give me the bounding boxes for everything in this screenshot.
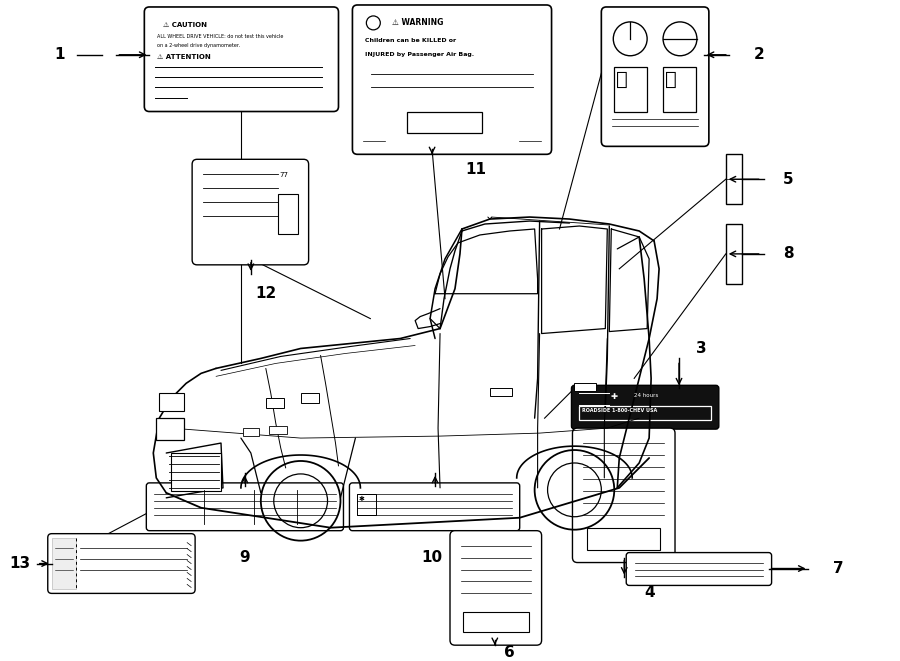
Text: Children can be KILLED or: Children can be KILLED or: [365, 38, 456, 43]
Text: 2: 2: [753, 47, 764, 62]
Text: ⚿: ⚿: [616, 69, 628, 89]
Bar: [588, 527, 660, 549]
Bar: [725, 154, 742, 204]
FancyBboxPatch shape: [572, 385, 719, 429]
Bar: [463, 612, 528, 632]
Text: 11: 11: [465, 162, 486, 176]
Text: ⚠ ATTENTION: ⚠ ATTENTION: [158, 54, 211, 59]
Text: INJURED by Passenger Air Bag.: INJURED by Passenger Air Bag.: [365, 52, 474, 57]
Bar: [301, 393, 319, 403]
Text: ALL WHEEL DRIVE VEHICLE: do not test this vehicle: ALL WHEEL DRIVE VEHICLE: do not test thi…: [158, 34, 284, 39]
Text: ⚿: ⚿: [665, 69, 677, 89]
Text: on a 2-wheel drive dynamometer.: on a 2-wheel drive dynamometer.: [158, 43, 240, 48]
Bar: [278, 194, 298, 234]
FancyBboxPatch shape: [349, 483, 519, 531]
Text: ⚠ WARNING: ⚠ WARNING: [392, 18, 444, 27]
Bar: [725, 224, 742, 284]
Text: 8: 8: [783, 247, 794, 261]
Bar: [615, 67, 647, 112]
FancyBboxPatch shape: [48, 533, 195, 594]
Text: ⚠ CAUTION: ⚠ CAUTION: [163, 22, 207, 28]
Bar: [574, 383, 597, 391]
FancyBboxPatch shape: [353, 5, 552, 154]
Text: 10: 10: [421, 550, 443, 565]
FancyBboxPatch shape: [144, 7, 338, 112]
Bar: [269, 426, 287, 434]
Text: 9: 9: [239, 550, 250, 565]
Bar: [580, 407, 711, 420]
Text: 6: 6: [504, 644, 515, 660]
FancyBboxPatch shape: [601, 7, 709, 146]
Text: 4: 4: [644, 585, 654, 600]
FancyBboxPatch shape: [450, 531, 542, 645]
Text: ✚: ✚: [611, 392, 617, 401]
Bar: [266, 399, 284, 408]
Bar: [171, 453, 221, 491]
Bar: [407, 112, 482, 134]
Bar: [490, 388, 512, 396]
Text: 7: 7: [833, 561, 843, 576]
Text: ✱: ✱: [358, 496, 365, 502]
Bar: [157, 418, 184, 440]
Text: 3: 3: [696, 341, 706, 356]
FancyBboxPatch shape: [192, 159, 309, 265]
Bar: [663, 67, 696, 112]
Text: ROADSIDE 1-800-CHEV USA: ROADSIDE 1-800-CHEV USA: [582, 408, 658, 413]
FancyBboxPatch shape: [626, 553, 771, 586]
Text: 5: 5: [783, 172, 794, 186]
FancyBboxPatch shape: [147, 483, 344, 531]
Bar: [51, 537, 76, 590]
Text: 77: 77: [280, 173, 289, 178]
Text: 12: 12: [256, 286, 276, 301]
Text: 13: 13: [9, 556, 31, 571]
Bar: [243, 428, 259, 436]
Text: 24 hours: 24 hours: [634, 393, 659, 399]
Bar: [357, 494, 376, 515]
Text: 1: 1: [55, 47, 65, 62]
FancyBboxPatch shape: [572, 428, 675, 563]
Bar: [159, 393, 184, 411]
